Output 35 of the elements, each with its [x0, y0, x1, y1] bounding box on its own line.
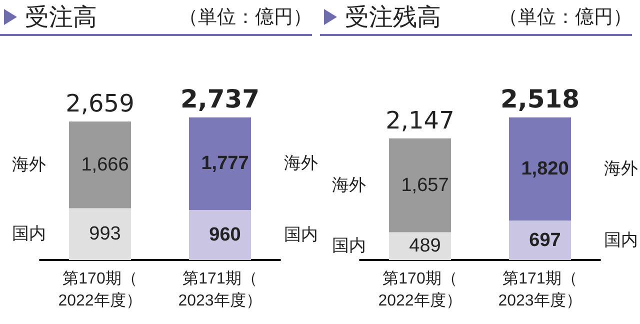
text: 海外	[284, 154, 318, 174]
data-label: 993	[89, 224, 121, 245]
x-tick-label: 第171期（2023年度）	[178, 270, 262, 310]
data-label: 1,777	[201, 153, 249, 174]
x-tick-label: 第170期（2022年度）	[378, 270, 462, 310]
bar	[389, 138, 451, 232]
series-label: 国内	[12, 224, 46, 244]
bar	[189, 117, 251, 210]
bar	[189, 210, 251, 260]
text: 海外	[604, 158, 638, 179]
data-label: 489	[409, 236, 441, 257]
data-label: 960	[209, 224, 241, 246]
chart-subtitle: （単位：億円）	[499, 5, 632, 30]
total-label: 2,147	[386, 106, 454, 134]
data-label: 1,666	[81, 154, 129, 176]
text: 国内	[284, 224, 318, 245]
total-label: 2,518	[500, 84, 580, 114]
bar	[69, 208, 131, 260]
x-tick-label: 第170期（2022年度）	[58, 270, 142, 310]
text: 国内	[604, 230, 638, 250]
series-label: 海外	[12, 154, 46, 175]
series-label: 国内	[332, 236, 366, 256]
data-label: 1,820	[521, 158, 569, 180]
series-label: 海外	[332, 175, 366, 196]
bar	[69, 121, 131, 208]
data-label: 1,657	[401, 174, 449, 196]
total-label: 2,659	[66, 89, 134, 118]
data-label: 697	[529, 230, 561, 251]
chart-title: 受注残高	[345, 2, 441, 33]
bar	[509, 220, 571, 260]
chart-title: 受注高	[25, 2, 97, 33]
x-tick-label: 第171期（2023年度）	[498, 270, 582, 310]
total-label: 2,737	[180, 84, 260, 114]
bar	[509, 117, 571, 221]
chart-subtitle: （単位：億円）	[179, 5, 312, 30]
